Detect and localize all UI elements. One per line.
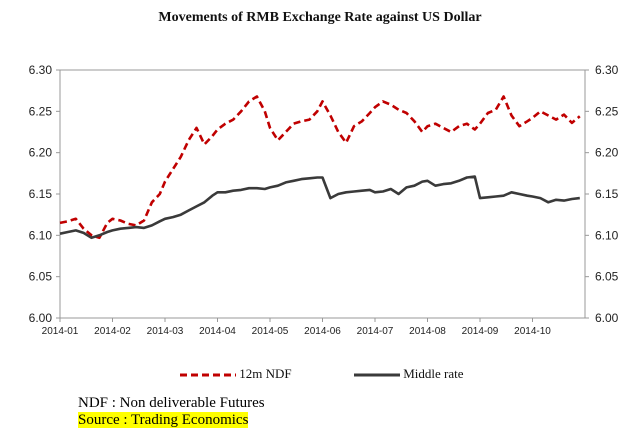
legend-item-mid: Middle rate [354, 366, 464, 382]
y-tick-label-left: 6.25 [29, 104, 53, 118]
chart-title: Movements of RMB Exchange Rate against U… [158, 10, 482, 25]
y-tick-label-right: 6.10 [595, 228, 619, 242]
x-tick-label: 2014-04 [199, 326, 236, 337]
x-tick-label: 2014-06 [304, 326, 341, 337]
y-tick-label-right: 6.30 [595, 63, 619, 77]
y-tick-label-right: 6.15 [595, 187, 619, 201]
x-tick-label: 2014-03 [147, 326, 184, 337]
y-tick-label-right: 6.05 [595, 270, 619, 284]
legend-item-ndf: 12m NDF [180, 366, 292, 382]
legend-ndf-swatch [180, 373, 236, 377]
series-middle-rate-line [59, 175, 580, 240]
x-tick-label: 2014-10 [514, 326, 551, 337]
legend-mid-label: Middle rate [403, 366, 464, 381]
y-tick-label-left: 6.05 [29, 270, 53, 284]
y-tick-label-left: 6.00 [29, 311, 53, 325]
x-tick-label: 2014-07 [357, 326, 394, 337]
y-tick-label-right: 6.20 [595, 146, 619, 160]
y-tick-label-left: 6.20 [29, 146, 53, 160]
legend-mid-swatch [354, 373, 400, 377]
footnote-ndf: NDF : Non deliverable Futures [78, 395, 265, 411]
x-tick-label: 2014-01 [42, 326, 79, 337]
x-tick-label: 2014-08 [409, 326, 446, 337]
series-ndf-line [59, 95, 581, 240]
legend-ndf-label: 12m NDF [239, 366, 292, 381]
y-tick-label-right: 6.00 [595, 311, 619, 325]
y-tick-label-right: 6.25 [595, 104, 619, 118]
x-tick-label: 2014-02 [94, 326, 131, 337]
y-tick-label-left: 6.10 [29, 228, 53, 242]
x-tick-label: 2014-05 [252, 326, 289, 337]
x-tick-label: 2014-09 [462, 326, 499, 337]
y-tick-label-left: 6.30 [29, 63, 53, 77]
y-tick-label-left: 6.15 [29, 187, 53, 201]
footnote-source: Source : Trading Economics [78, 412, 249, 428]
